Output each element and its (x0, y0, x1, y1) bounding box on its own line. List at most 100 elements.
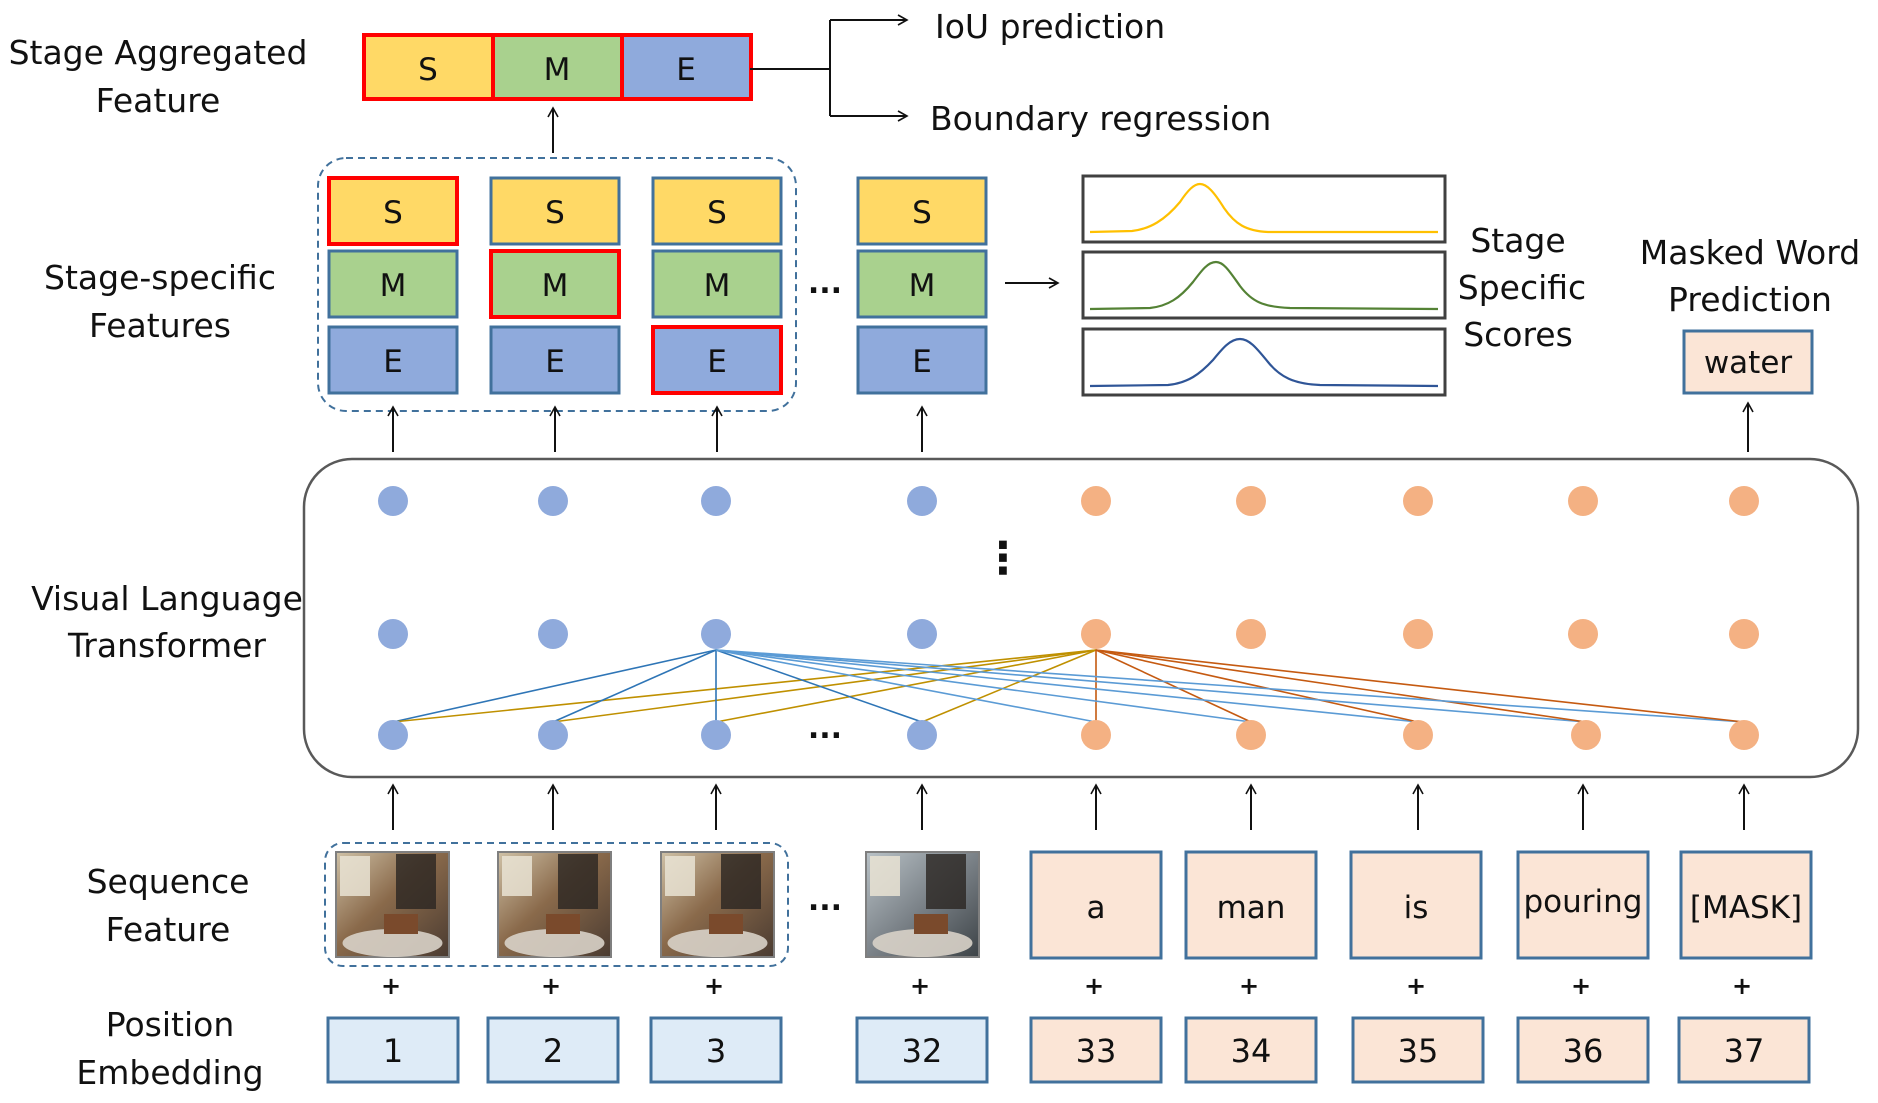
position-box (1184, 1016, 1318, 1084)
attention-edge-visual (552, 649, 717, 723)
position-box (1029, 1016, 1163, 1084)
aggregated-cell-letter: M (544, 52, 571, 88)
word-token-5: [MASK] (1679, 850, 1813, 960)
position-cell-2: 2 (486, 1016, 620, 1084)
plus-sign: + (381, 972, 401, 1000)
word-token-box (1029, 850, 1163, 960)
position-value: 1 (383, 1032, 403, 1070)
aggregated-cell-box (620, 33, 753, 101)
visual-token-node (701, 486, 731, 516)
aggregated-cell-e: E (620, 33, 753, 101)
stage-cell-letter: S (912, 195, 932, 231)
stage-cell-letter: S (707, 195, 727, 231)
stage-specific-features: S M E S M E S M E S M E (327, 176, 988, 395)
word-token-text: a (1087, 890, 1106, 926)
stage-scores-label: Stage Specific Scores (1458, 221, 1586, 354)
visual-token-node (907, 619, 937, 649)
frame-figure-shadow (558, 854, 598, 909)
position-cell-7: 35 (1351, 1016, 1485, 1084)
frame-ellipsis: ... (808, 883, 842, 918)
scores-label-2: Specific (1458, 268, 1586, 307)
frame-table-surface (667, 929, 768, 957)
stage-cell-m (651, 249, 783, 319)
video-frame-1 (335, 851, 450, 958)
label-transformer-1: Visual Language (31, 579, 303, 618)
attention-edge-visual (715, 649, 1587, 723)
text-token-node (1729, 619, 1759, 649)
label-specific-1: Stage-specific (44, 258, 276, 297)
stage-cell-letter: M (542, 268, 569, 304)
attention-edge-visual (715, 649, 1745, 723)
text-token-node (1081, 720, 1111, 750)
position-cell-1: 1 (326, 1016, 460, 1084)
label-position-2: Embedding (76, 1053, 263, 1092)
attention-edge-text (392, 649, 1097, 723)
attention-edge-visual (715, 649, 1252, 723)
position-value: 3 (706, 1032, 726, 1070)
stage-column-1: S M E (327, 176, 459, 395)
plus-sign: + (1084, 972, 1104, 1000)
stage-column-4: S M E (856, 176, 988, 395)
position-embedding: 1 2 3 32 33 34 35 36 37 (326, 1016, 1811, 1084)
position-value: 36 (1563, 1032, 1604, 1070)
attention-edge-text (1095, 649, 1745, 723)
plus-sign: + (1406, 972, 1426, 1000)
frame-window-light (665, 856, 695, 896)
stage-cell-letter: E (545, 344, 565, 380)
position-value: 37 (1724, 1032, 1765, 1070)
label-specific-2: Features (89, 306, 231, 345)
text-token-node (1081, 486, 1111, 516)
masked-label-1: Masked Word (1640, 233, 1860, 272)
aggregated-cell-letter: E (676, 52, 696, 88)
word-token-3: is (1349, 850, 1483, 960)
text-token-node (1236, 619, 1266, 649)
visual-token-node (907, 720, 937, 750)
masked-word-value: water (1704, 345, 1793, 381)
frame-object (546, 914, 580, 934)
visual-token-node (378, 720, 408, 750)
stage-score-plots (1081, 174, 1447, 397)
position-box (486, 1016, 620, 1084)
position-cell-5: 33 (1029, 1016, 1163, 1084)
word-token-2: man (1184, 850, 1318, 960)
attention-edge-visual (715, 649, 1419, 723)
frame-object (914, 914, 948, 934)
stage-cell-s (856, 176, 988, 246)
stage-cell-letter: S (383, 195, 403, 231)
position-cell-8: 36 (1516, 1016, 1650, 1084)
position-value: 33 (1076, 1032, 1117, 1070)
stage-cell-m (327, 249, 459, 319)
plus-sign: + (1732, 972, 1752, 1000)
stage-cell-letter: S (545, 195, 565, 231)
frame-window-light (502, 856, 532, 896)
text-token-node (1729, 486, 1759, 516)
plus-sign: + (910, 972, 930, 1000)
stage-ellipsis: ... (808, 266, 842, 301)
word-tokens: a man is pouring [MASK] (1029, 850, 1813, 960)
attention-edge-text (1095, 649, 1419, 723)
video-frame-2 (497, 851, 612, 958)
plus-sign: + (1571, 972, 1591, 1000)
transformer-block (302, 457, 1860, 779)
stage-cell-letter: E (383, 344, 403, 380)
attention-edge-visual (715, 649, 1097, 723)
label-aggregated-2: Feature (96, 81, 221, 120)
masked-word-prediction: Masked Word Prediction water (1640, 233, 1860, 395)
stage-cell-letter: M (909, 268, 936, 304)
attention-edge-visual (715, 649, 923, 723)
frame-table-surface (504, 929, 605, 957)
word-token-text: [MASK] (1690, 890, 1802, 926)
stage-cell-m (856, 249, 988, 319)
text-token-node (1571, 720, 1601, 750)
visual-token-node (538, 619, 568, 649)
attention-edge-text (1095, 649, 1252, 723)
stage-cell-s (651, 176, 783, 246)
frame-window-light (870, 856, 900, 896)
aggregated-cell-letter: S (418, 52, 438, 88)
word-token-box (1516, 850, 1650, 960)
stage-cell-letter: E (707, 344, 727, 380)
position-box (1677, 1016, 1811, 1084)
word-token-text: man (1217, 890, 1286, 926)
attention-edge-text (1095, 649, 1587, 723)
